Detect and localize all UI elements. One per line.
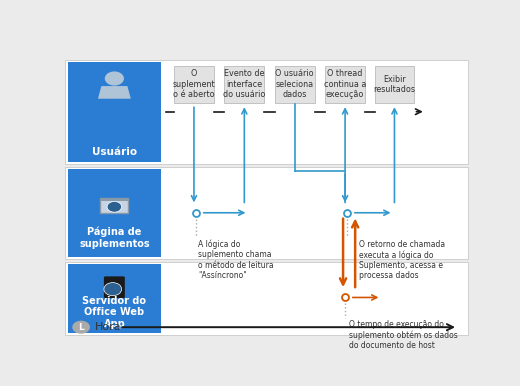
FancyBboxPatch shape xyxy=(174,66,214,103)
Bar xyxy=(68,264,161,333)
Bar xyxy=(65,262,468,335)
Text: O retorno de chamada
executa a lógica do
Suplemento, acessa e
processa dados: O retorno de chamada executa a lógica do… xyxy=(359,239,445,280)
Circle shape xyxy=(72,321,90,334)
Bar xyxy=(65,60,468,164)
Text: O usuário
seleciona
dados: O usuário seleciona dados xyxy=(276,69,314,99)
Text: O
suplement
o é aberto: O suplement o é aberto xyxy=(173,69,215,99)
Bar xyxy=(100,198,128,201)
Bar xyxy=(68,169,161,257)
Polygon shape xyxy=(98,86,131,99)
Text: L: L xyxy=(78,323,84,332)
Circle shape xyxy=(104,283,122,296)
Bar xyxy=(68,62,161,162)
Text: Hora: Hora xyxy=(95,322,122,332)
FancyBboxPatch shape xyxy=(104,276,125,298)
Bar xyxy=(65,167,468,259)
Text: Página de
suplementos: Página de suplementos xyxy=(79,227,150,249)
Circle shape xyxy=(107,201,122,212)
Text: Servidor do
Office Web
App: Servidor do Office Web App xyxy=(82,296,146,329)
Circle shape xyxy=(105,71,124,86)
Text: Evento de
interface
do usuário: Evento de interface do usuário xyxy=(223,69,266,99)
Text: Exibir
resultados: Exibir resultados xyxy=(373,74,415,94)
FancyBboxPatch shape xyxy=(325,66,365,103)
Text: A lógica do
suplemento chama
o método de leitura
"Assíncrono": A lógica do suplemento chama o método de… xyxy=(198,239,274,280)
Text: Usuário: Usuário xyxy=(92,147,137,157)
Text: O tempo de execução do
suplemento obtém os dados
do documento de host: O tempo de execução do suplemento obtém … xyxy=(349,320,458,350)
FancyBboxPatch shape xyxy=(275,66,315,103)
FancyBboxPatch shape xyxy=(224,66,265,103)
FancyBboxPatch shape xyxy=(375,66,413,103)
FancyBboxPatch shape xyxy=(100,198,128,213)
Text: O thread
continua a
execução: O thread continua a execução xyxy=(324,69,366,99)
